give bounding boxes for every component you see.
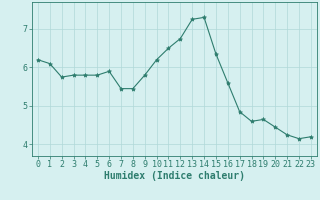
X-axis label: Humidex (Indice chaleur): Humidex (Indice chaleur) bbox=[104, 171, 245, 181]
